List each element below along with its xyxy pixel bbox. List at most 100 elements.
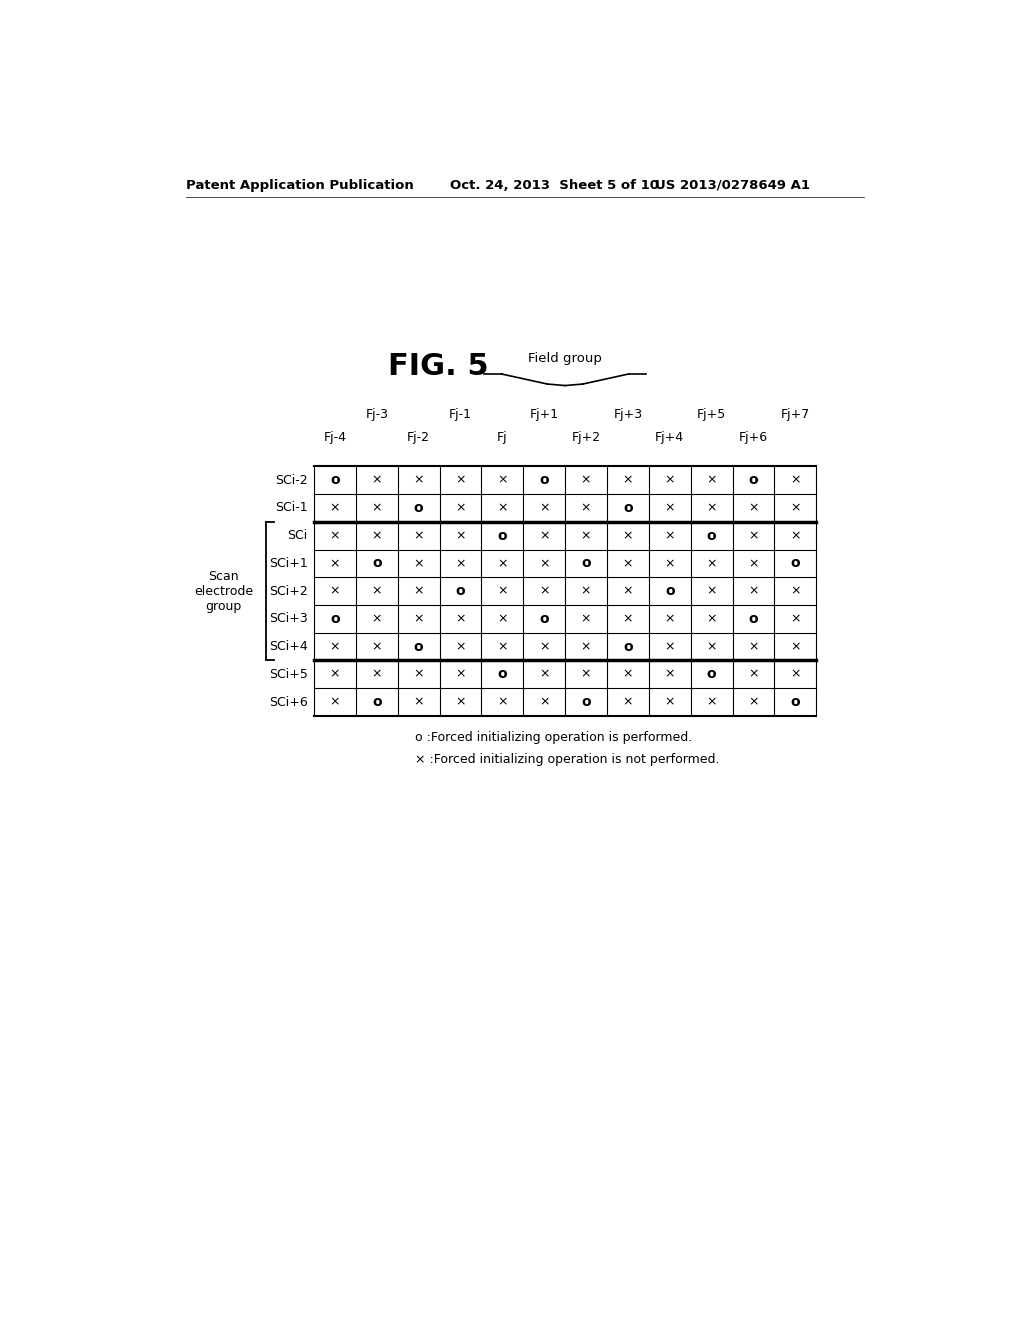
Text: Fj+2: Fj+2: [571, 430, 601, 444]
Text: ×: ×: [414, 529, 424, 543]
Text: o: o: [540, 474, 549, 487]
Text: o: o: [498, 668, 507, 681]
Text: o: o: [623, 502, 633, 515]
Text: ×: ×: [707, 502, 717, 515]
Text: ×: ×: [330, 668, 340, 681]
Text: ×: ×: [707, 585, 717, 598]
Text: Fj+7: Fj+7: [780, 408, 810, 421]
Text: o :Forced initializing operation is performed.: o :Forced initializing operation is perf…: [415, 731, 692, 744]
Text: o: o: [749, 612, 758, 626]
Text: ×: ×: [749, 585, 759, 598]
Text: o: o: [582, 557, 591, 570]
Text: Fj+4: Fj+4: [655, 430, 684, 444]
Text: ×: ×: [372, 529, 382, 543]
Text: SCi+5: SCi+5: [269, 668, 308, 681]
Text: ×: ×: [623, 474, 633, 487]
Text: ×: ×: [707, 696, 717, 709]
Text: ×: ×: [539, 502, 550, 515]
Text: o: o: [707, 668, 717, 681]
Text: ×: ×: [456, 557, 466, 570]
Text: ×: ×: [456, 640, 466, 653]
Text: ×: ×: [749, 696, 759, 709]
Text: ×: ×: [665, 612, 675, 626]
Text: ×: ×: [665, 474, 675, 487]
Text: ×: ×: [623, 557, 633, 570]
Text: o: o: [498, 529, 507, 543]
Text: SCi+3: SCi+3: [269, 612, 308, 626]
Text: ×: ×: [665, 557, 675, 570]
Text: o: o: [372, 696, 382, 709]
Text: o: o: [791, 557, 800, 570]
Text: ×: ×: [414, 557, 424, 570]
Text: ×: ×: [456, 668, 466, 681]
Text: ×: ×: [372, 640, 382, 653]
Text: ×: ×: [539, 585, 550, 598]
Text: ×: ×: [330, 557, 340, 570]
Text: ×: ×: [497, 557, 508, 570]
Text: SCi+4: SCi+4: [269, 640, 308, 653]
Text: Fj+3: Fj+3: [613, 408, 642, 421]
Text: o: o: [540, 612, 549, 626]
Text: ×: ×: [749, 557, 759, 570]
Text: ×: ×: [372, 668, 382, 681]
Text: ×: ×: [414, 474, 424, 487]
Text: ×: ×: [330, 585, 340, 598]
Text: ×: ×: [791, 529, 801, 543]
Text: ×: ×: [497, 612, 508, 626]
Text: ×: ×: [414, 612, 424, 626]
Text: ×: ×: [665, 668, 675, 681]
Text: ×: ×: [665, 696, 675, 709]
Text: o: o: [330, 612, 340, 626]
Text: ×: ×: [497, 474, 508, 487]
Text: ×: ×: [791, 474, 801, 487]
Text: SCi+2: SCi+2: [269, 585, 308, 598]
Text: Fj+1: Fj+1: [529, 408, 559, 421]
Text: ×: ×: [414, 696, 424, 709]
Text: ×: ×: [414, 585, 424, 598]
Text: o: o: [791, 696, 800, 709]
Text: ×: ×: [372, 474, 382, 487]
Text: ×: ×: [581, 640, 591, 653]
Text: Field group: Field group: [528, 352, 602, 366]
Text: ×: ×: [539, 668, 550, 681]
Text: ×: ×: [707, 612, 717, 626]
Text: ×: ×: [539, 557, 550, 570]
Text: o: o: [330, 474, 340, 487]
Text: ×: ×: [330, 529, 340, 543]
Text: × :Forced initializing operation is not performed.: × :Forced initializing operation is not …: [415, 752, 719, 766]
Text: FIG. 5: FIG. 5: [388, 352, 488, 380]
Text: ×: ×: [581, 502, 591, 515]
Text: SCi: SCi: [288, 529, 308, 543]
Text: ×: ×: [330, 696, 340, 709]
Text: ×: ×: [372, 502, 382, 515]
Text: ×: ×: [372, 585, 382, 598]
Text: ×: ×: [623, 585, 633, 598]
Text: SCi+6: SCi+6: [269, 696, 308, 709]
Text: US 2013/0278649 A1: US 2013/0278649 A1: [655, 178, 810, 191]
Text: ×: ×: [707, 474, 717, 487]
Text: o: o: [707, 529, 717, 543]
Text: Patent Application Publication: Patent Application Publication: [186, 178, 414, 191]
Text: ×: ×: [707, 640, 717, 653]
Text: ×: ×: [497, 502, 508, 515]
Text: ×: ×: [414, 668, 424, 681]
Text: o: o: [414, 640, 424, 653]
Text: ×: ×: [665, 502, 675, 515]
Text: ×: ×: [497, 585, 508, 598]
Text: o: o: [665, 585, 675, 598]
Text: ×: ×: [456, 612, 466, 626]
Text: ×: ×: [581, 585, 591, 598]
Text: ×: ×: [581, 612, 591, 626]
Text: Fj: Fj: [497, 430, 508, 444]
Text: ×: ×: [581, 474, 591, 487]
Text: Fj-3: Fj-3: [366, 408, 388, 421]
Text: ×: ×: [791, 640, 801, 653]
Text: Fj-1: Fj-1: [449, 408, 472, 421]
Text: o: o: [456, 585, 465, 598]
Text: SCi+1: SCi+1: [269, 557, 308, 570]
Text: ×: ×: [623, 668, 633, 681]
Text: ×: ×: [749, 668, 759, 681]
Text: ×: ×: [749, 640, 759, 653]
Text: ×: ×: [581, 529, 591, 543]
Text: ×: ×: [791, 502, 801, 515]
